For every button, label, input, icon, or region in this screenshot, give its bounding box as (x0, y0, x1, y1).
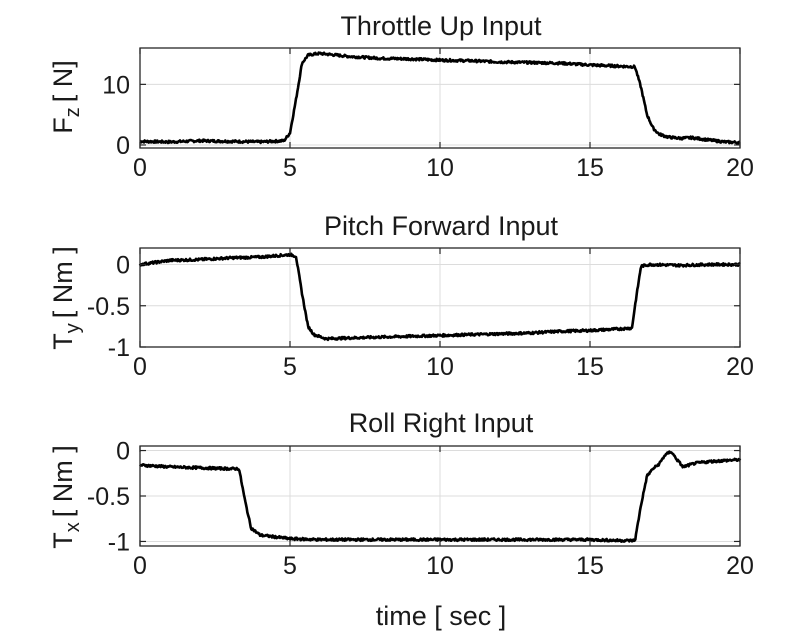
x-tick-label: 5 (283, 154, 297, 182)
y-tick-label: -0.5 (87, 293, 130, 321)
panel-roll: Roll Right Input Tx[ Nm ] 0 5 10 15 20 0 -0.5 -… (48, 408, 754, 631)
x-tick-label: 0 (133, 154, 147, 182)
y-tick-label: 0 (116, 438, 130, 466)
x-tick-label: 20 (726, 552, 754, 580)
panel-3-plot: 0 5 10 15 20 0 -0.5 -1 (87, 438, 754, 580)
panel-2-plot: 0 5 10 15 20 0 -0.5 -1 (87, 247, 754, 381)
x-axis-label: time [ sec ] (376, 601, 507, 631)
y-tick-label: 0 (116, 132, 130, 160)
y-tick-label: 0 (116, 252, 130, 280)
panel-3-title: Roll Right Input (349, 408, 534, 438)
panel-3-ylabel: Tx[ Nm ] (48, 445, 84, 549)
series-line (138, 252, 741, 342)
series-line (138, 450, 742, 543)
panel-2-ylabel: Ty[ Nm ] (48, 246, 84, 350)
x-tick-label: 15 (576, 552, 604, 580)
y-tick-label: -1 (108, 528, 130, 556)
x-tick-label: 10 (426, 552, 454, 580)
x-tick-label: 10 (426, 154, 454, 182)
y-tick-label: -1 (108, 334, 130, 362)
x-tick-label: 5 (283, 552, 297, 580)
x-tick-label: 10 (426, 353, 454, 381)
panel-1-plot: 0 5 10 15 20 0 10 (102, 47, 754, 182)
panel-throttle: Throttle Up Input Fz[ N] 0 5 10 15 20 0 10 (48, 11, 754, 182)
x-tick-label: 0 (133, 552, 147, 580)
x-tick-label: 15 (576, 154, 604, 182)
x-tick-label: 20 (726, 353, 754, 381)
x-tick-label: 5 (283, 353, 297, 381)
panel-pitch: Pitch Forward Input Ty[ Nm ] 0 5 10 15 20 0 -0… (48, 211, 754, 381)
x-tick-label: 0 (133, 353, 147, 381)
panel-1-title: Throttle Up Input (340, 11, 542, 41)
panel-2-title: Pitch Forward Input (324, 211, 559, 241)
x-tick-label: 20 (726, 154, 754, 182)
series-line (139, 51, 741, 145)
y-tick-label: 10 (102, 71, 130, 99)
x-tick-label: 15 (576, 353, 604, 381)
y-tick-label: -0.5 (87, 483, 130, 511)
panel-1-ylabel: Fz[ N] (48, 60, 84, 134)
